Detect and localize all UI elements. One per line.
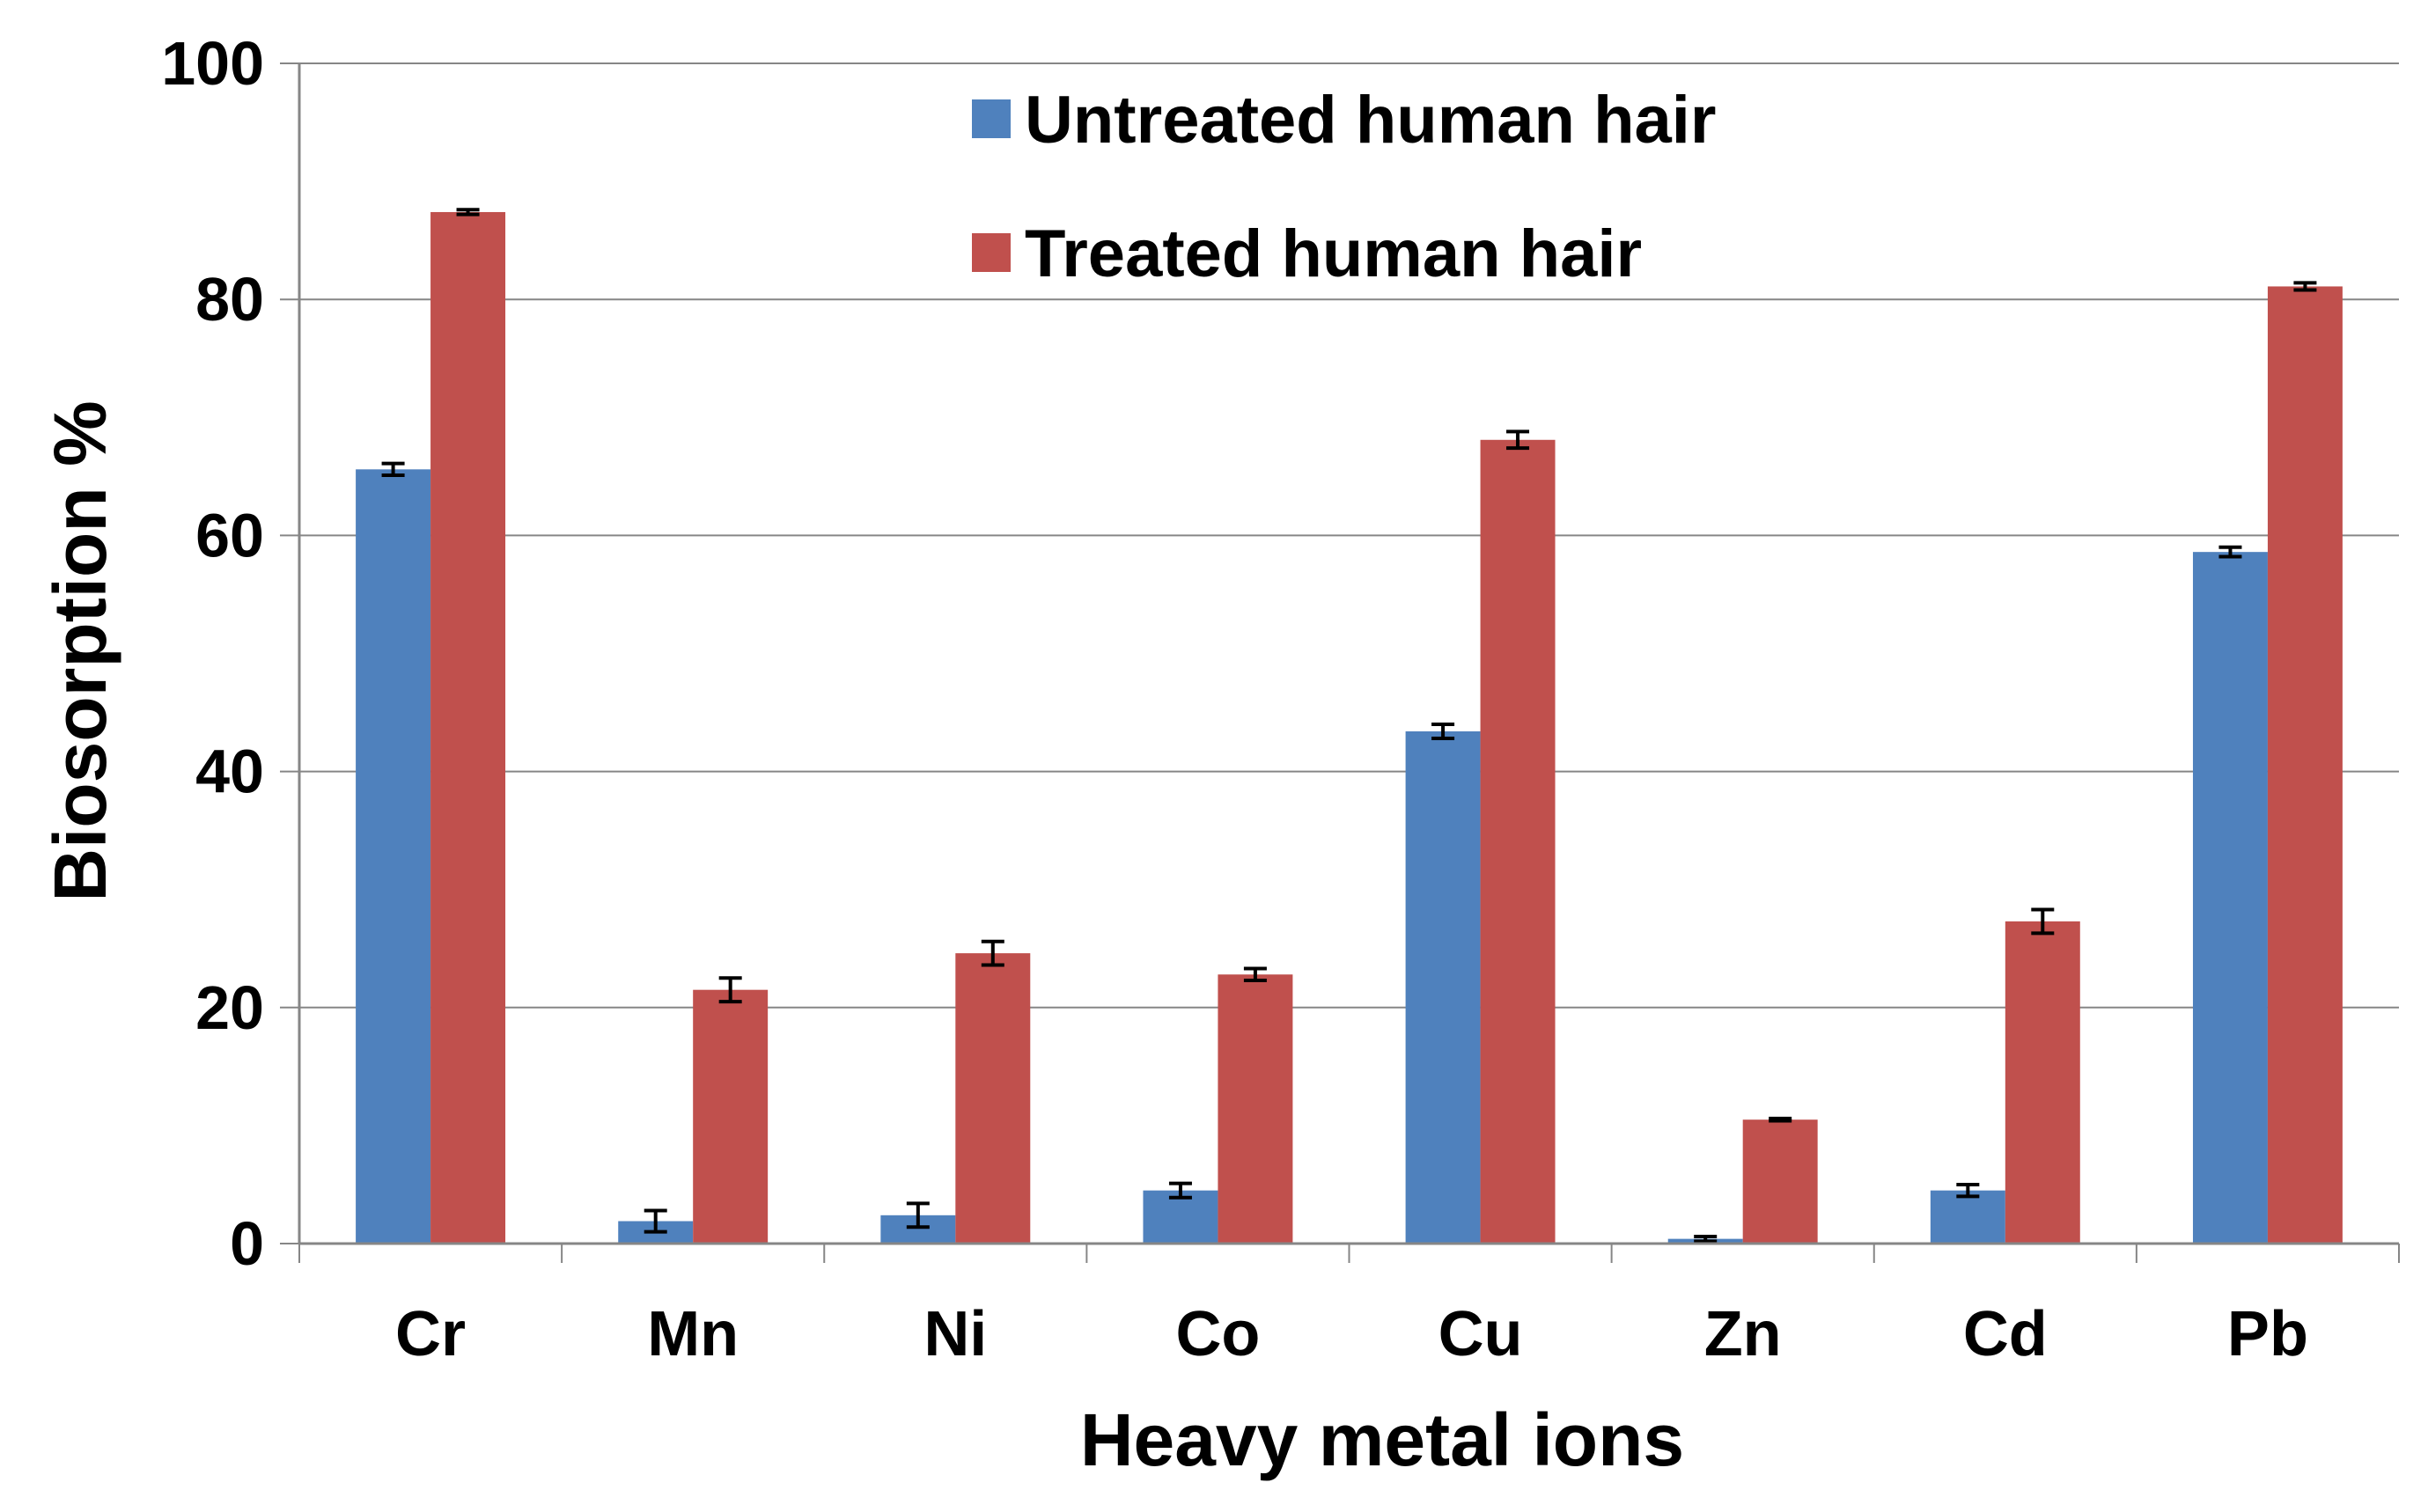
bar-treated-cr bbox=[430, 211, 506, 1244]
bars bbox=[356, 211, 2343, 1244]
bar-untreated-pb bbox=[2192, 552, 2268, 1244]
axes bbox=[280, 62, 2400, 1263]
x-tick-label-ni: Ni bbox=[923, 1299, 987, 1369]
x-tick-label-co: Co bbox=[1175, 1299, 1260, 1369]
legend-swatch-treated bbox=[972, 233, 1011, 272]
x-tick-label-cr: Cr bbox=[395, 1299, 466, 1369]
bar-untreated-co bbox=[1143, 1190, 1218, 1244]
y-tick-label: 0 bbox=[230, 1209, 264, 1278]
bar-treated-cd bbox=[2005, 921, 2080, 1244]
legend-label-untreated: Untreated human hair bbox=[1025, 83, 1716, 158]
bar-treated-ni bbox=[955, 953, 1031, 1244]
x-tick-label-pb: Pb bbox=[2227, 1299, 2308, 1369]
y-tick-label: 40 bbox=[195, 738, 264, 806]
legend-label-treated: Treated human hair bbox=[1025, 217, 1642, 291]
bar-treated-co bbox=[1218, 974, 1293, 1244]
legend: Untreated human hair Treated human hair bbox=[972, 83, 1716, 291]
bar-treated-pb bbox=[2267, 286, 2343, 1244]
bar-untreated-cd bbox=[1930, 1190, 2005, 1244]
y-tick-label: 80 bbox=[195, 265, 264, 334]
x-tick-label-zn: Zn bbox=[1704, 1299, 1782, 1369]
bar-treated-mn bbox=[693, 989, 769, 1244]
bar-treated-cu bbox=[1480, 439, 1556, 1244]
tick-labels: 0 20 40 60 80 100 Cr Mn Ni Co Cu Zn Cd Pb bbox=[161, 29, 2308, 1369]
y-tick-label: 20 bbox=[195, 973, 264, 1042]
error-bars bbox=[381, 208, 2317, 1244]
x-tick-label-cu: Cu bbox=[1438, 1299, 1523, 1369]
y-tick-label: 100 bbox=[161, 29, 264, 98]
x-tick-label-mn: Mn bbox=[647, 1299, 739, 1369]
legend-swatch-untreated bbox=[972, 99, 1011, 138]
y-axis-title: Biosorption % bbox=[39, 400, 121, 901]
bar-untreated-cr bbox=[356, 469, 431, 1244]
x-axis-title: Heavy metal ions bbox=[1080, 1398, 1684, 1481]
gridlines bbox=[299, 62, 2399, 1009]
x-tick-label-cd: Cd bbox=[1963, 1299, 2048, 1369]
y-tick-label: 60 bbox=[195, 501, 264, 569]
bar-untreated-cu bbox=[1405, 731, 1481, 1244]
bar-treated-zn bbox=[1742, 1119, 1818, 1244]
